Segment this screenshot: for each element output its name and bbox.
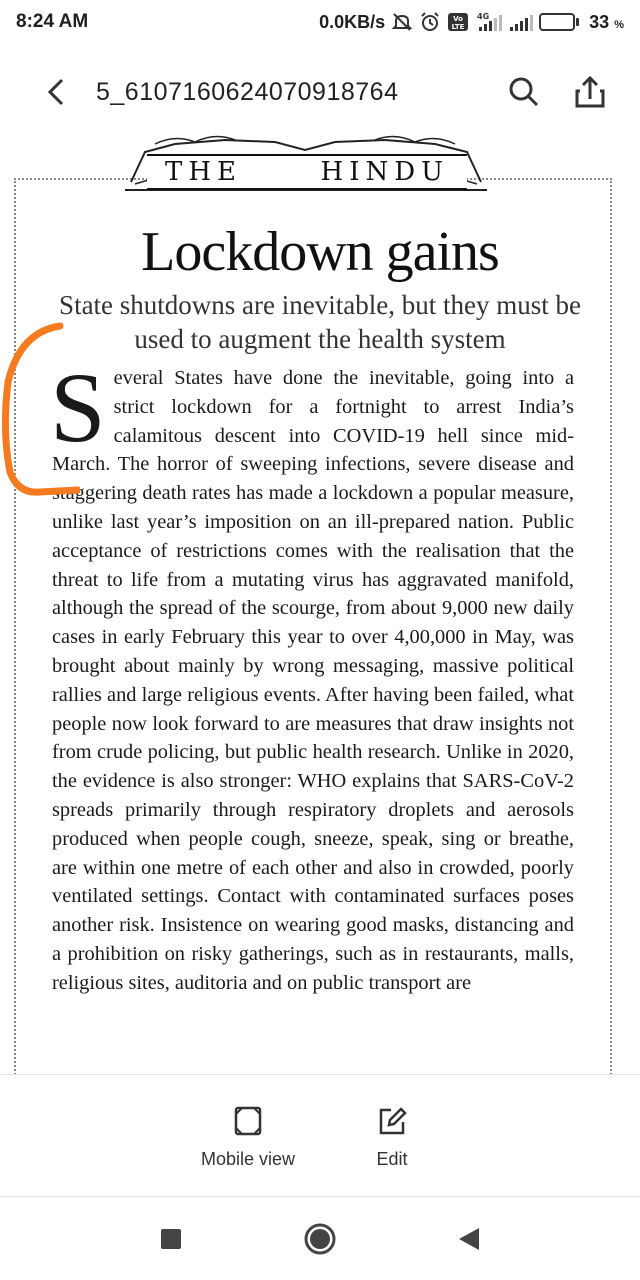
- app-bar: 5_6107160624070918764: [0, 62, 640, 122]
- svg-text:LTE: LTE: [452, 23, 465, 31]
- square-icon: [160, 1228, 181, 1249]
- network-speed: 0.0KB/s: [319, 11, 386, 32]
- mobile-view-label: Mobile view: [200, 1149, 296, 1169]
- document-title: 5_6107160624070918764: [96, 77, 399, 106]
- edit-button[interactable]: Edit: [342, 1105, 442, 1196]
- home-button[interactable]: [296, 1215, 344, 1263]
- mobile-view-button[interactable]: Mobile view: [198, 1105, 298, 1196]
- nav-back-button[interactable]: [445, 1215, 493, 1263]
- mobile-view-icon: [234, 1106, 262, 1136]
- status-bar: 8:24 AM 0.0KB/s Vo LTE 4G 33 %: [0, 0, 640, 44]
- edit-label: Edit: [376, 1149, 408, 1169]
- drop-cap: S: [50, 352, 106, 463]
- signal-4g-icon: 4G: [475, 11, 503, 33]
- network-type-label: 4G: [477, 12, 489, 21]
- mute-icon: [391, 11, 413, 33]
- recents-button[interactable]: [147, 1215, 195, 1263]
- share-icon: [575, 75, 605, 108]
- system-nav-bar: [0, 1197, 640, 1280]
- divider: [0, 1196, 640, 1197]
- search-button[interactable]: [504, 72, 544, 112]
- bottom-toolbar: Mobile view Edit: [0, 1074, 640, 1196]
- volte-icon: Vo LTE: [447, 11, 469, 33]
- triangle-back-icon: [459, 1227, 480, 1250]
- share-button[interactable]: [570, 72, 610, 112]
- circle-icon: [304, 1223, 336, 1254]
- signal-icon: [509, 11, 534, 33]
- status-icons: 0.0KB/s Vo LTE 4G 33 %: [319, 11, 624, 33]
- battery-percent: 33 %: [589, 11, 624, 32]
- headline: Lockdown gains: [141, 221, 500, 283]
- edit-icon: [379, 1107, 407, 1135]
- masthead-logo: THE HINDU: [115, 132, 497, 200]
- chevron-left-icon: [47, 78, 64, 106]
- svg-text:Vo: Vo: [453, 15, 463, 23]
- status-time: 8:24 AM: [16, 11, 89, 32]
- document-viewport[interactable]: THE HINDU Lockdown gains State shutdowns…: [0, 132, 640, 1074]
- masthead-wordmark: THE HINDU: [147, 154, 467, 190]
- subheadline: State shutdowns are inevitable, but they…: [59, 290, 581, 354]
- search-icon: [509, 77, 539, 107]
- article-text: everal States have done the inevitable, …: [52, 367, 574, 994]
- battery-icon: [539, 13, 580, 31]
- back-button[interactable]: [34, 70, 78, 114]
- app-actions: [504, 72, 610, 112]
- alarm-icon: [419, 11, 441, 33]
